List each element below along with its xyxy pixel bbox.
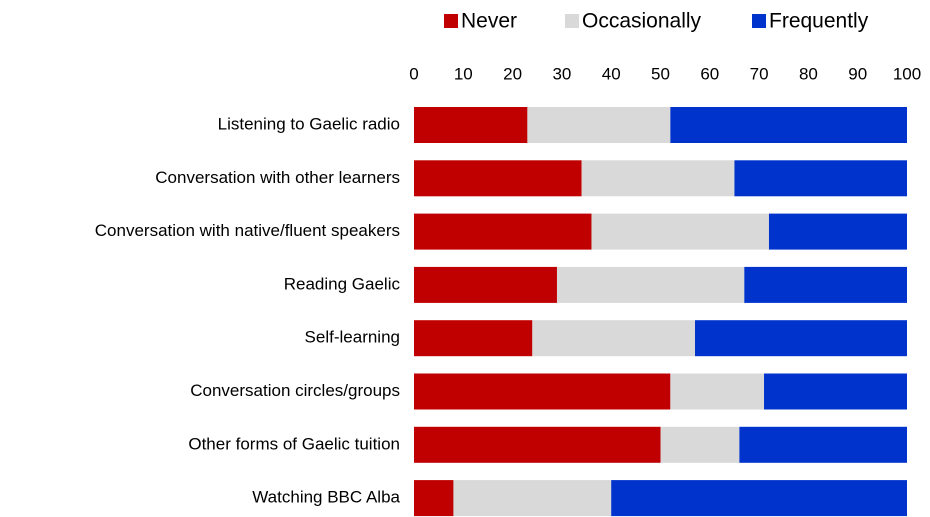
bar-segment (527, 107, 671, 143)
legend-swatch (565, 14, 579, 28)
bar-segment (670, 107, 907, 143)
x-tick-label: 0 (409, 64, 418, 83)
legend-swatch (752, 14, 766, 28)
bar-segment (414, 213, 592, 250)
y-tick-label: Conversation with other learners (155, 168, 400, 187)
x-tick-label: 50 (651, 64, 670, 83)
x-tick-label: 80 (799, 64, 818, 83)
y-tick-label: Watching BBC Alba (252, 488, 400, 507)
x-tick-label: 60 (700, 64, 719, 83)
x-tick-label: 90 (848, 64, 867, 83)
x-tick-label: 10 (454, 64, 473, 83)
x-tick-label: 20 (503, 64, 522, 83)
legend-label: Never (461, 10, 517, 33)
x-tick-label: 30 (552, 64, 571, 83)
x-tick-label: 100 (893, 64, 921, 83)
bar-segment (414, 266, 557, 303)
bar-segment (660, 426, 740, 463)
bar-segment (744, 266, 907, 303)
bar-segment (414, 320, 533, 357)
bar-segment (414, 160, 582, 197)
legend-swatch (444, 14, 458, 28)
y-tick-label: Other forms of Gaelic tuition (188, 434, 400, 453)
bar-segment (739, 426, 907, 463)
bar-segment (734, 160, 907, 197)
bar-segment (591, 213, 769, 250)
bar-segment (414, 107, 528, 143)
bar-segment (670, 373, 765, 410)
bar-segment (414, 373, 671, 410)
x-tick-label: 70 (750, 64, 769, 83)
x-tick-label: 40 (602, 64, 621, 83)
bar-segment (453, 480, 612, 517)
legend-label: Frequently (769, 10, 869, 33)
y-tick-label: Reading Gaelic (284, 274, 401, 293)
bar-segment (414, 480, 454, 517)
y-tick-label: Self-learning (305, 328, 400, 347)
bar-segment (414, 426, 661, 463)
y-tick-label: Conversation with native/fluent speakers (95, 221, 400, 240)
bar-segment (581, 160, 735, 197)
bar-segment (768, 213, 907, 250)
y-tick-label: Conversation circles/groups (190, 381, 400, 400)
y-tick-label: Listening to Gaelic radio (218, 114, 400, 133)
bar-segment (532, 320, 696, 357)
bar-segment (764, 373, 907, 410)
bar-segment (556, 266, 745, 303)
bar-segment (695, 320, 907, 357)
legend-label: Occasionally (582, 10, 702, 33)
bar-segment (611, 480, 907, 517)
